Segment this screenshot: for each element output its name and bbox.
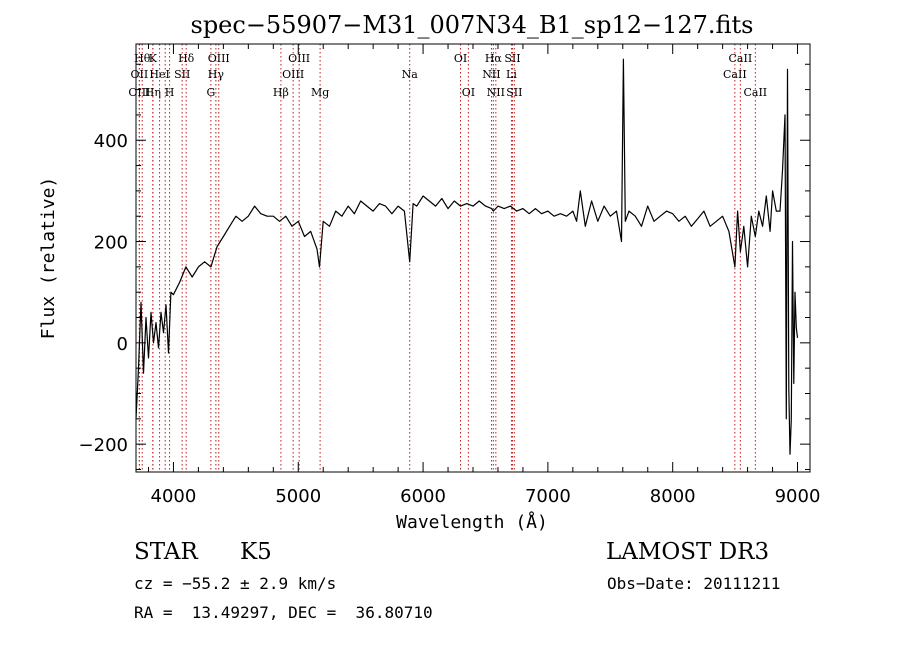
line-marker-label: OI [454,52,467,65]
redshift-value: cz = −55.2 ± 2.9 km/s [134,574,337,593]
line-marker-label: G [206,86,215,99]
line-marker-label: OI [462,86,475,99]
y-axis: −200 0 200 400 [79,63,810,470]
object-class: STAR [134,539,198,565]
line-marker-label: CaII [743,86,767,99]
line-marker-label: OIII [282,68,304,81]
line-marker-label: Na [402,68,419,81]
line-marker-label: OIII [288,52,310,65]
line-marker-label: OIII [208,52,230,65]
x-tick-label: 6000 [400,486,446,507]
x-tick-label: 4000 [151,486,197,507]
x-tick-label: 9000 [775,486,821,507]
plot-frame [135,43,811,473]
line-marker-label: NII [482,68,500,81]
line-marker-label: CaII [723,68,747,81]
chart-title: spec−55907−M31_007N34_B1_sp12−127.fits [191,11,754,39]
line-marker-label: NII [487,86,505,99]
object-subclass: K5 [240,539,272,565]
x-tick-label: 5000 [275,486,321,507]
x-axis-label: Wavelength (Å) [396,511,548,533]
line-marker-label: Hδ [178,52,195,65]
line-marker-label: K [149,52,158,65]
line-marker-label: Hθ [134,52,151,65]
spectral-line-labels: Hθ OII OIII K HeI Hη H SII Hδ G Hγ OIII Hβ OIII OIII Mg… [128,52,767,99]
y-tick-label: −200 [79,435,128,456]
x-axis: 4000 5000 6000 7000 8000 9000 [147,44,821,507]
observation-date: Obs−Date: 20111211 [607,574,781,593]
spectrum-line [135,58,799,455]
line-marker-label: Li [506,68,517,81]
line-marker-label: SII [506,86,522,99]
survey-name: LAMOST DR3 [606,539,770,565]
line-marker-label: HeI [149,68,169,81]
line-marker-label: OII [131,68,149,81]
line-marker-label: OIII [128,86,150,99]
line-marker-label: CaII [729,52,753,65]
line-marker-label: SII [174,68,190,81]
y-tick-label: 400 [94,131,128,152]
line-marker-label: Hα [485,52,503,65]
x-tick-label: 7000 [525,486,571,507]
line-marker-label: H [165,86,175,99]
line-marker-label: Hγ [208,68,225,81]
line-marker-label: SII [504,52,520,65]
y-axis-label: Flux (relative) [38,177,59,340]
y-tick-label: 200 [94,233,128,254]
x-tick-label: 8000 [650,486,696,507]
line-marker-label: Mg [311,86,329,99]
coordinates: RA = 13.49297, DEC = 36.80710 [134,603,433,622]
line-marker-label: Hβ [273,86,289,99]
y-tick-label: 0 [117,334,128,355]
spectral-line-markers [138,44,756,472]
line-marker-label: Hη [145,86,161,99]
